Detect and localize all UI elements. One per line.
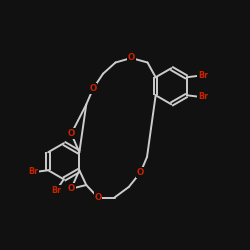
Text: O: O: [94, 193, 102, 202]
Text: O: O: [68, 184, 75, 193]
Text: Br: Br: [198, 72, 208, 80]
Text: O: O: [137, 168, 144, 177]
Text: O: O: [128, 54, 135, 62]
Text: O: O: [68, 129, 75, 138]
Text: Br: Br: [28, 167, 38, 176]
Text: O: O: [90, 84, 96, 93]
Text: Br: Br: [51, 186, 61, 195]
Text: Br: Br: [198, 92, 208, 101]
